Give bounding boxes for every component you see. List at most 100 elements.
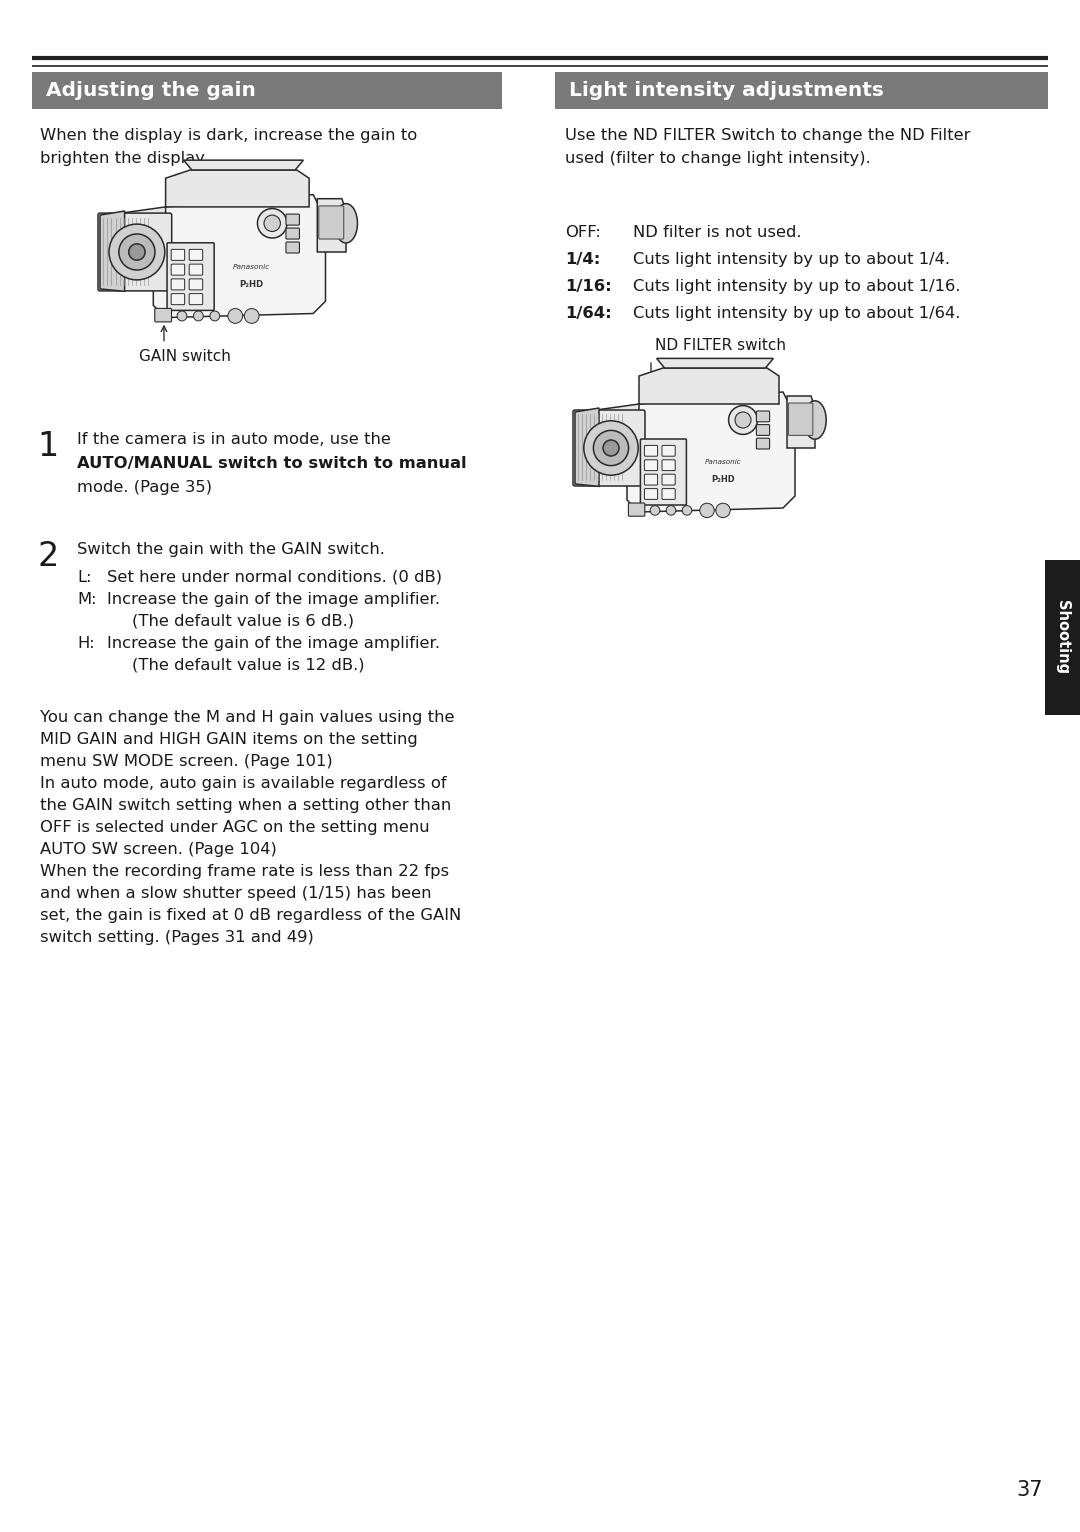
Circle shape — [257, 208, 287, 237]
FancyBboxPatch shape — [756, 411, 770, 421]
Circle shape — [210, 311, 219, 320]
FancyBboxPatch shape — [756, 438, 770, 449]
FancyBboxPatch shape — [189, 250, 203, 260]
FancyBboxPatch shape — [573, 411, 645, 486]
FancyBboxPatch shape — [1045, 561, 1080, 715]
Text: GAIN switch: GAIN switch — [139, 349, 231, 363]
Text: M:: M: — [77, 591, 96, 607]
Text: 1: 1 — [37, 430, 58, 463]
Polygon shape — [599, 404, 639, 420]
Text: 37: 37 — [1016, 1480, 1043, 1500]
FancyBboxPatch shape — [319, 205, 343, 239]
Text: Increase the gain of the image amplifier.: Increase the gain of the image amplifier… — [107, 636, 440, 651]
Text: OFF is selected under AGC on the setting menu: OFF is selected under AGC on the setting… — [40, 820, 430, 835]
Circle shape — [683, 506, 692, 515]
FancyBboxPatch shape — [286, 228, 299, 239]
Circle shape — [244, 308, 259, 323]
Text: the GAIN switch setting when a setting other than: the GAIN switch setting when a setting o… — [40, 798, 451, 813]
Text: (The default value is 12 dB.): (The default value is 12 dB.) — [132, 659, 365, 673]
FancyBboxPatch shape — [788, 403, 813, 435]
Text: mode. (Page 35): mode. (Page 35) — [77, 480, 212, 495]
Text: set, the gain is fixed at 0 dB regardless of the GAIN: set, the gain is fixed at 0 dB regardles… — [40, 908, 461, 922]
Circle shape — [716, 502, 730, 518]
FancyBboxPatch shape — [662, 475, 675, 486]
Text: AUTO/MANUAL switch to switch to manual: AUTO/MANUAL switch to switch to manual — [77, 457, 467, 470]
FancyBboxPatch shape — [662, 460, 675, 470]
Text: switch setting. (Pages 31 and 49): switch setting. (Pages 31 and 49) — [40, 930, 314, 945]
Text: AUTO SW screen. (Page 104): AUTO SW screen. (Page 104) — [40, 843, 276, 856]
Text: and when a slow shutter speed (1/15) has been: and when a slow shutter speed (1/15) has… — [40, 885, 432, 901]
Text: Cuts light intensity by up to about 1/4.: Cuts light intensity by up to about 1/4. — [633, 251, 950, 267]
Text: Light intensity adjustments: Light intensity adjustments — [569, 81, 883, 100]
FancyBboxPatch shape — [645, 460, 658, 470]
Text: OFF:: OFF: — [565, 225, 600, 241]
FancyBboxPatch shape — [286, 214, 299, 225]
FancyBboxPatch shape — [662, 446, 675, 457]
Polygon shape — [100, 211, 124, 291]
Text: Adjusting the gain: Adjusting the gain — [46, 81, 256, 100]
FancyBboxPatch shape — [756, 424, 770, 435]
FancyBboxPatch shape — [189, 264, 203, 276]
Text: In auto mode, auto gain is available regardless of: In auto mode, auto gain is available reg… — [40, 777, 447, 791]
FancyBboxPatch shape — [171, 264, 185, 276]
Polygon shape — [639, 368, 779, 404]
Circle shape — [666, 506, 676, 515]
Text: ND filter is not used.: ND filter is not used. — [633, 225, 801, 241]
Text: When the display is dark, increase the gain to
brighten the display.: When the display is dark, increase the g… — [40, 129, 417, 165]
FancyBboxPatch shape — [629, 502, 645, 516]
Circle shape — [729, 406, 757, 435]
FancyBboxPatch shape — [555, 72, 1048, 109]
Polygon shape — [124, 207, 165, 224]
Circle shape — [193, 311, 203, 320]
Circle shape — [119, 234, 154, 270]
FancyBboxPatch shape — [189, 294, 203, 305]
Text: Set here under normal conditions. (0 dB): Set here under normal conditions. (0 dB) — [107, 570, 442, 585]
Text: 2: 2 — [37, 539, 58, 573]
Polygon shape — [184, 161, 303, 170]
Polygon shape — [657, 358, 773, 368]
FancyBboxPatch shape — [645, 446, 658, 457]
FancyBboxPatch shape — [171, 279, 185, 290]
Circle shape — [593, 430, 629, 466]
Circle shape — [109, 224, 165, 280]
Text: Panasonic: Panasonic — [233, 264, 270, 270]
Text: Increase the gain of the image amplifier.: Increase the gain of the image amplifier… — [107, 591, 440, 607]
Polygon shape — [575, 408, 599, 486]
Text: 1/64:: 1/64: — [565, 306, 611, 322]
FancyBboxPatch shape — [32, 72, 502, 109]
Text: P₂HD: P₂HD — [711, 475, 734, 484]
Text: 1/4:: 1/4: — [565, 251, 600, 267]
Circle shape — [228, 308, 243, 323]
FancyBboxPatch shape — [189, 279, 203, 290]
Circle shape — [177, 311, 187, 320]
Circle shape — [129, 244, 145, 260]
Circle shape — [584, 421, 638, 475]
Text: When the recording frame rate is less than 22 fps: When the recording frame rate is less th… — [40, 864, 449, 879]
Text: You can change the M and H gain values using the: You can change the M and H gain values u… — [40, 709, 455, 725]
Ellipse shape — [335, 204, 357, 244]
FancyBboxPatch shape — [98, 213, 172, 291]
FancyBboxPatch shape — [640, 440, 687, 506]
Circle shape — [735, 412, 751, 427]
Text: Switch the gain with the GAIN switch.: Switch the gain with the GAIN switch. — [77, 542, 384, 558]
FancyBboxPatch shape — [171, 294, 185, 305]
Polygon shape — [787, 395, 815, 447]
Text: Use the ND FILTER Switch to change the ND Filter
used (filter to change light in: Use the ND FILTER Switch to change the N… — [565, 129, 971, 165]
Polygon shape — [318, 199, 346, 251]
FancyBboxPatch shape — [662, 489, 675, 499]
Text: MID GAIN and HIGH GAIN items on the setting: MID GAIN and HIGH GAIN items on the sett… — [40, 732, 418, 748]
FancyBboxPatch shape — [645, 475, 658, 486]
Circle shape — [700, 502, 714, 518]
Text: P₂HD: P₂HD — [240, 280, 264, 290]
Circle shape — [650, 506, 660, 515]
Circle shape — [264, 214, 281, 231]
Text: Panasonic: Panasonic — [704, 460, 741, 466]
Text: Shooting: Shooting — [1055, 601, 1070, 674]
FancyBboxPatch shape — [154, 308, 172, 322]
Text: H:: H: — [77, 636, 95, 651]
Text: 1/16:: 1/16: — [565, 279, 611, 294]
Ellipse shape — [804, 401, 826, 440]
Polygon shape — [153, 195, 325, 317]
Polygon shape — [165, 170, 309, 207]
FancyBboxPatch shape — [645, 489, 658, 499]
